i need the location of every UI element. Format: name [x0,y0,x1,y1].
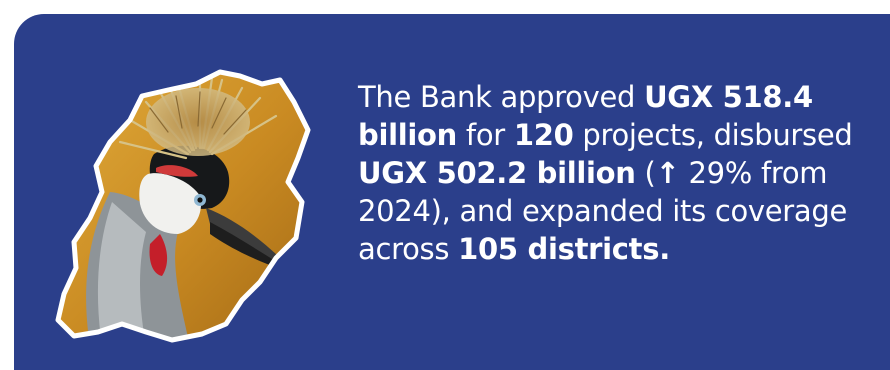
approved-amount: UGX 518.4 billion [358,80,813,152]
district-count: 105 districts. [458,232,670,266]
statement-text: ( [635,156,656,190]
up-arrow-icon: ↑ [655,156,680,190]
uganda-map-crane-image [50,62,312,346]
project-count: 120 [513,118,574,152]
statement-text: projects, disbursed [573,118,853,152]
key-figures-statement: The Bank approved UGX 518.4 billion for … [358,78,878,268]
crowned-crane-icon [55,69,311,343]
summary-panel: The Bank approved UGX 518.4 billion for … [14,14,890,370]
statement-text: The Bank approved [358,80,645,114]
statement-text: 29% from 2024), and expanded its coverag… [358,156,848,266]
disbursed-amount: UGX 502.2 billion [358,156,636,190]
statement-text: for [457,118,514,152]
